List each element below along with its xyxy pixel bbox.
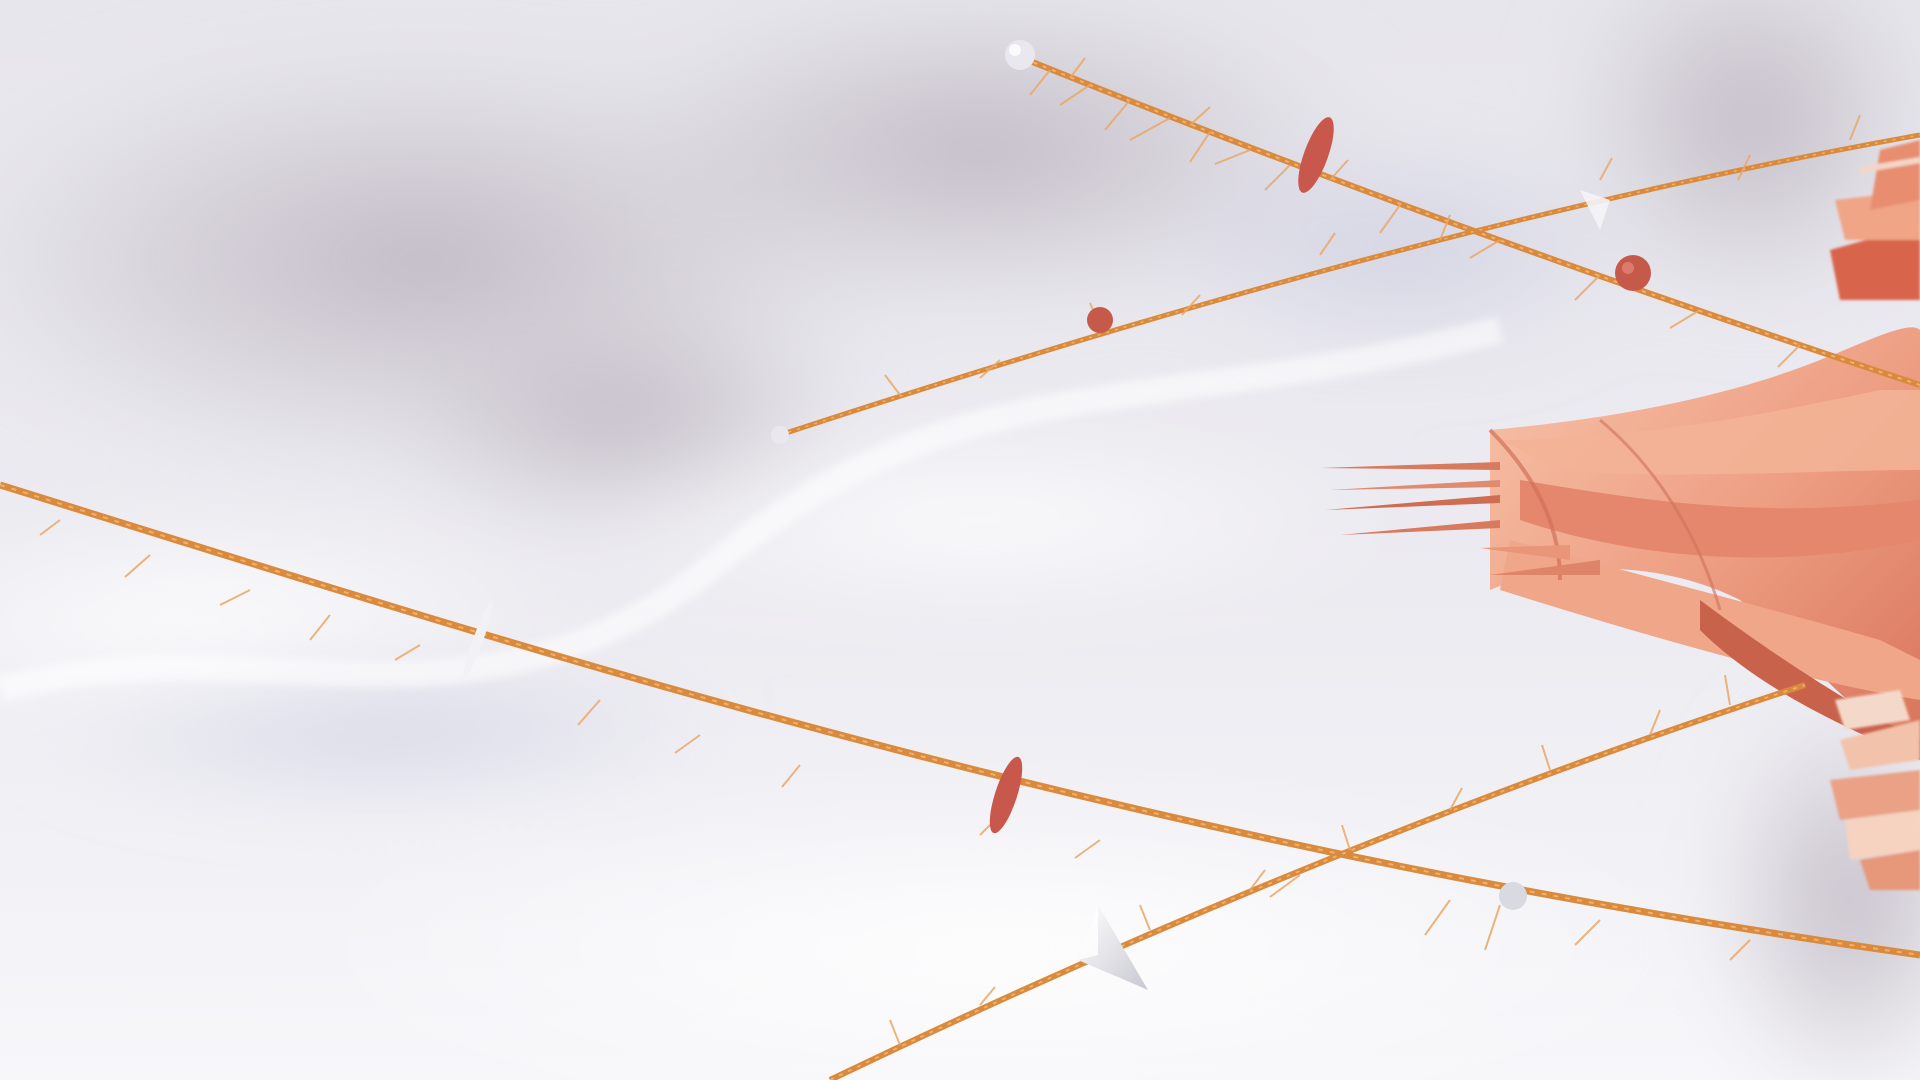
light-streak	[0, 317, 1504, 703]
white-bead	[1005, 40, 1035, 70]
string-top	[1005, 40, 1920, 388]
paper-flower	[1320, 140, 1920, 890]
white-disc-bead	[463, 602, 493, 678]
red-disc-bead	[1298, 117, 1334, 193]
red-disc-bead-lower	[989, 756, 1023, 834]
string-lower-long	[0, 481, 1920, 961]
red-bead-small	[1087, 307, 1113, 333]
red-bead	[1615, 255, 1651, 291]
white-bead-small	[771, 426, 789, 444]
string-lower-rising	[828, 674, 1806, 1080]
grey-bead	[1499, 882, 1527, 910]
string-upper	[771, 114, 1920, 444]
